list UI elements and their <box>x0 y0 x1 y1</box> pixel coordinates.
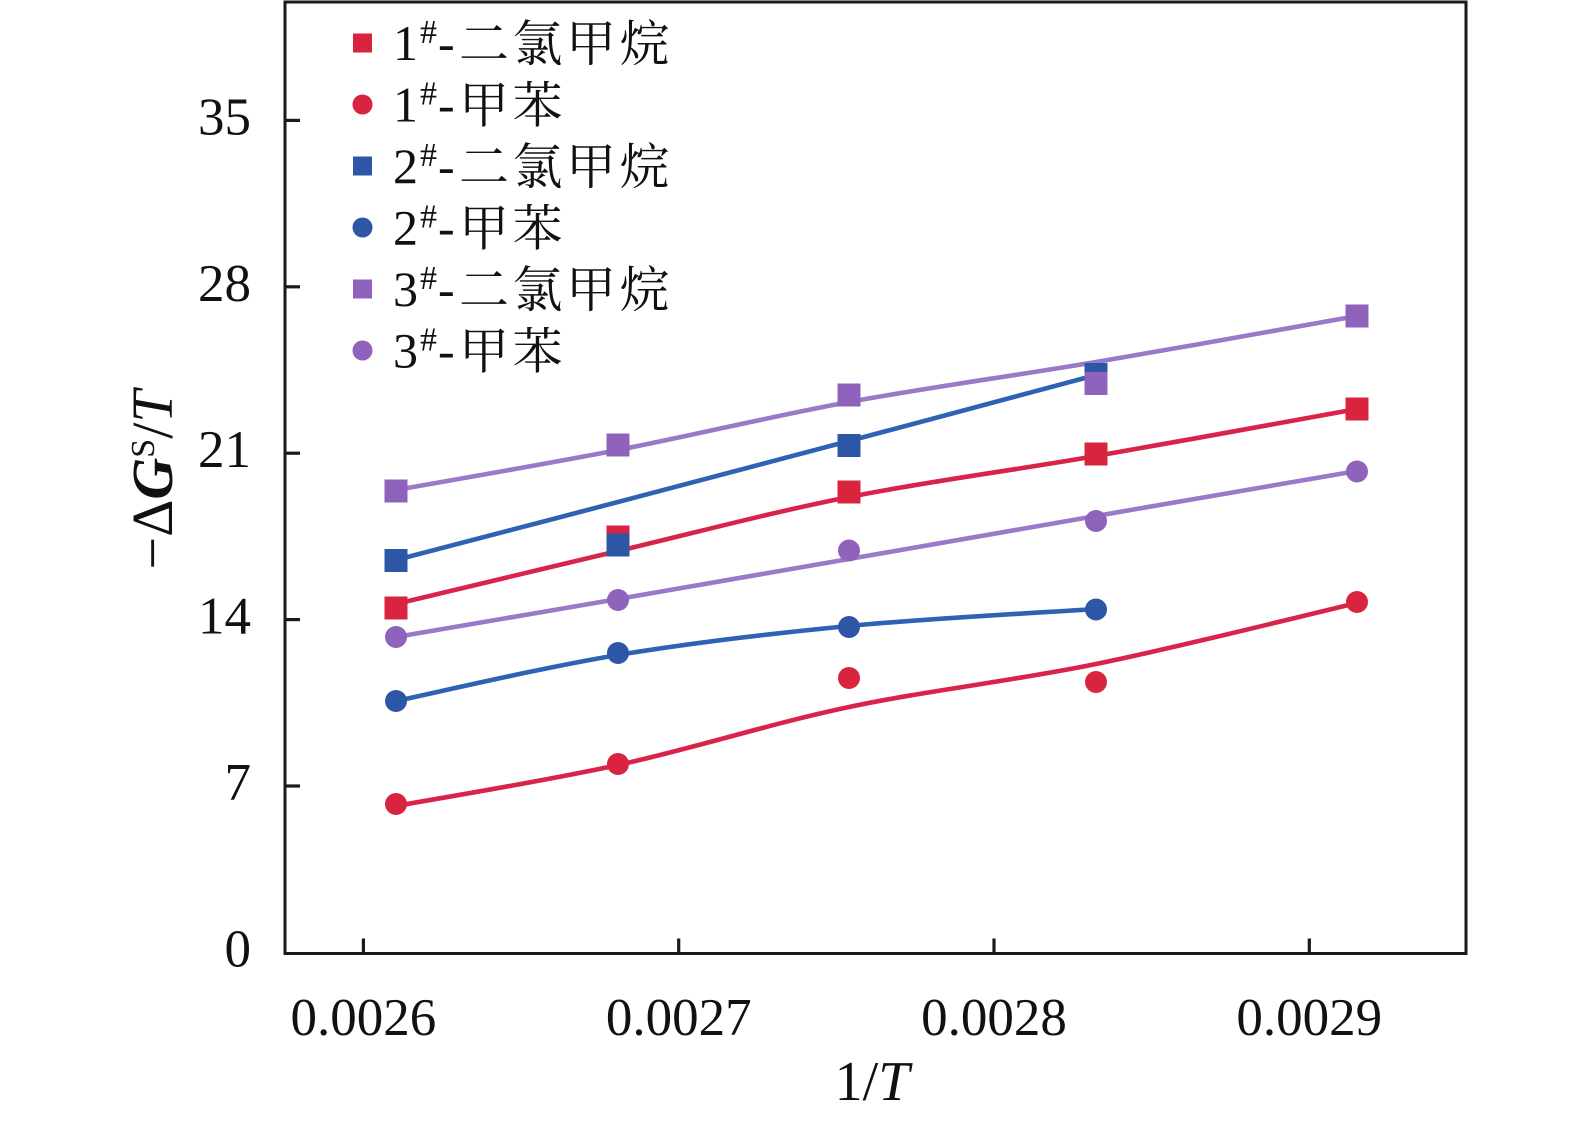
svg-text:2#-: 2#- <box>393 199 455 256</box>
svg-text:7: 7 <box>225 754 252 812</box>
svg-text:−ΔGS/T: −ΔGS/T <box>120 387 185 570</box>
svg-text:1#-: 1#- <box>393 76 455 133</box>
svg-text:1#-: 1#- <box>393 14 455 71</box>
svg-text:0.0027: 0.0027 <box>606 989 752 1047</box>
svg-text:3#-: 3#- <box>393 260 455 317</box>
svg-text:2#-: 2#- <box>393 137 455 194</box>
svg-text:3#-: 3#- <box>393 322 455 379</box>
svg-text:0.0026: 0.0026 <box>291 989 437 1047</box>
svg-text:28: 28 <box>198 255 251 313</box>
svg-text:0: 0 <box>225 920 252 978</box>
svg-text:0.0028: 0.0028 <box>921 989 1067 1047</box>
svg-text:21: 21 <box>198 421 251 479</box>
svg-text:35: 35 <box>198 88 251 146</box>
svg-text:14: 14 <box>198 588 251 646</box>
svg-text:1/T: 1/T <box>835 1051 914 1113</box>
svg-text:0.0029: 0.0029 <box>1236 989 1382 1047</box>
